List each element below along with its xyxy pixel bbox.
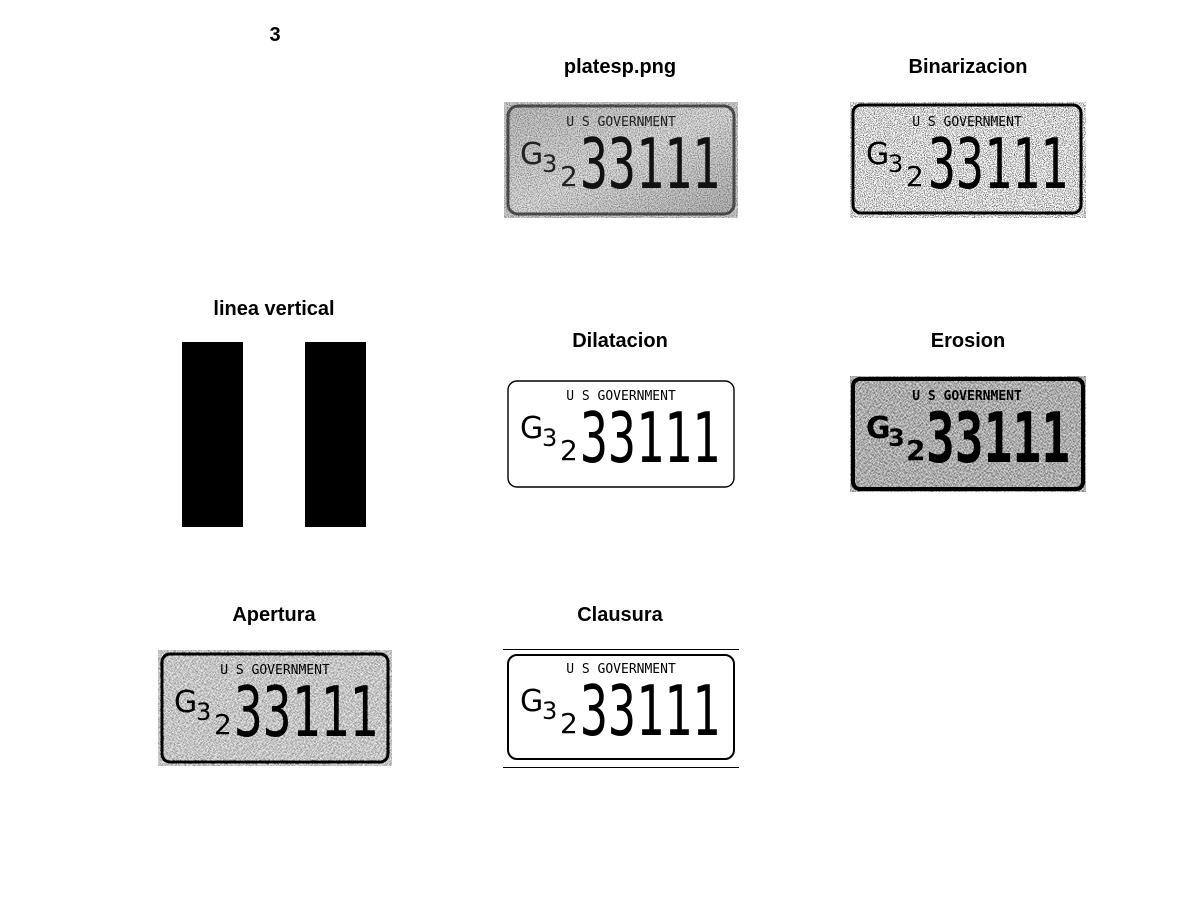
plate-image-erosion: U S GOVERNMENT G 3 2 33111 [850, 376, 1086, 492]
plate-main-text: 33111 [234, 672, 378, 753]
panel-title-apertura: Apertura [232, 604, 316, 626]
plate-top-text: U S GOVERNMENT [912, 115, 1022, 130]
plate-background [504, 651, 738, 767]
plate-image-dilatacion: U S GOVERNMENT G 3 2 33111 [504, 376, 738, 492]
plate-prefix-text: G [520, 137, 543, 172]
plate-prefix-text: G [520, 684, 543, 719]
panel-title-linea: linea vertical [213, 298, 335, 320]
plate-noise [158, 650, 392, 766]
plate-image-apertura: U S GOVERNMENT G 3 2 33111 [158, 650, 392, 766]
panel-title-clausura: Clausura [577, 604, 663, 626]
plate-prefix-text: G [174, 685, 197, 720]
black-bar-right [305, 342, 366, 527]
plate-prefix-text-2: 3 [196, 698, 211, 726]
plate-main-text: 33111 [580, 398, 720, 479]
plate-prefix-text: G [866, 137, 889, 172]
plate-prefix-sub: 2 [560, 160, 578, 193]
clausura-top-edge-line [503, 649, 739, 650]
plate-background [504, 376, 738, 492]
plate-main-text: 33111 [926, 398, 1070, 479]
structuring-element-image [182, 342, 366, 527]
plate-main-text: 33111 [580, 124, 720, 205]
plate-main-text: 33111 [580, 671, 720, 752]
plate-svg-original: U S GOVERNMENT G 3 2 33111 [504, 102, 738, 218]
plate-prefix-text-2: 3 [542, 424, 557, 452]
plate-prefix-sub: 2 [214, 708, 232, 741]
plate-prefix-sub: 2 [560, 434, 578, 467]
plate-border [851, 377, 1085, 491]
clausura-bottom-edge-line [503, 767, 739, 768]
plate-svg-apertura: U S GOVERNMENT G 3 2 33111 [158, 650, 392, 766]
plate-border [507, 654, 735, 760]
structuring-element-svg [182, 342, 366, 527]
plate-border [160, 652, 390, 764]
plate-svg-clausura: U S GOVERNMENT G 3 2 33111 [504, 651, 738, 767]
plate-top-text: U S GOVERNMENT [566, 389, 676, 404]
panel-title-dilatacion: Dilatacion [572, 330, 668, 352]
plate-top-text: U S GOVERNMENT [566, 662, 676, 677]
plate-image-original: U S GOVERNMENT G 3 2 33111 [504, 102, 738, 218]
black-bar-left [182, 342, 243, 527]
plate-prefix-sub: 2 [906, 160, 924, 193]
plate-image-binarizacion: U S GOVERNMENT G 3 2 33111 [850, 102, 1086, 218]
plate-prefix-text: G [520, 411, 543, 446]
plate-top-text: U S GOVERNMENT [912, 389, 1022, 404]
plate-image-clausura: U S GOVERNMENT G 3 2 33111 [504, 651, 738, 767]
plate-prefix-text-2: 3 [542, 697, 557, 725]
plate-top-text: U S GOVERNMENT [566, 115, 676, 130]
plate-noise [850, 102, 1086, 218]
plate-prefix-sub: 2 [560, 707, 578, 740]
plate-border [851, 103, 1083, 215]
plate-border [507, 380, 735, 488]
plate-prefix-text-2: 3 [888, 424, 905, 452]
plate-noise [504, 102, 738, 218]
plate-prefix-sub: 2 [906, 434, 925, 467]
plate-main-text: 33111 [928, 124, 1068, 205]
panel-title-erosion: Erosion [930, 330, 1006, 352]
plate-svg-dilatacion: U S GOVERNMENT G 3 2 33111 [504, 376, 738, 492]
white-bar-center [243, 342, 305, 527]
plate-prefix-text-2: 3 [542, 150, 557, 178]
panel-title-original: platesp.png [563, 56, 677, 78]
panel-title-binarizacion: Binarizacion [908, 56, 1028, 78]
plate-noise [850, 376, 1086, 492]
figure-number-label: 3 [269, 24, 281, 46]
plate-top-text: U S GOVERNMENT [220, 663, 330, 678]
plate-prefix-text-2: 3 [888, 150, 903, 178]
plate-svg-binarizacion: U S GOVERNMENT G 3 2 33111 [850, 102, 1086, 218]
plate-prefix-text: G [866, 411, 891, 446]
plate-svg-erosion: U S GOVERNMENT G 3 2 33111 [850, 376, 1086, 492]
